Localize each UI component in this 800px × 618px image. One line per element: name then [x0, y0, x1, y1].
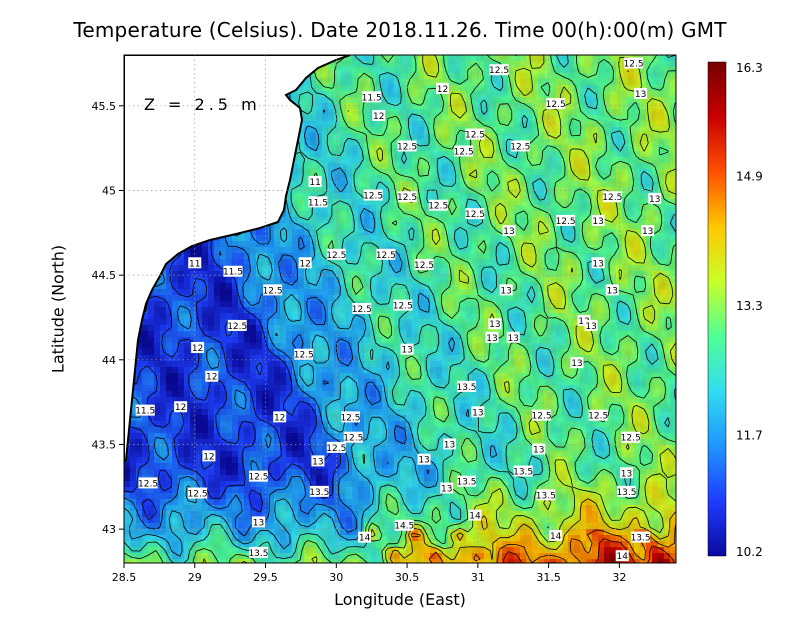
plot-title: Temperature (Celsius). Date 2018.11.26. …	[73, 18, 727, 42]
x-axis-label: Longitude (East)	[334, 590, 466, 609]
